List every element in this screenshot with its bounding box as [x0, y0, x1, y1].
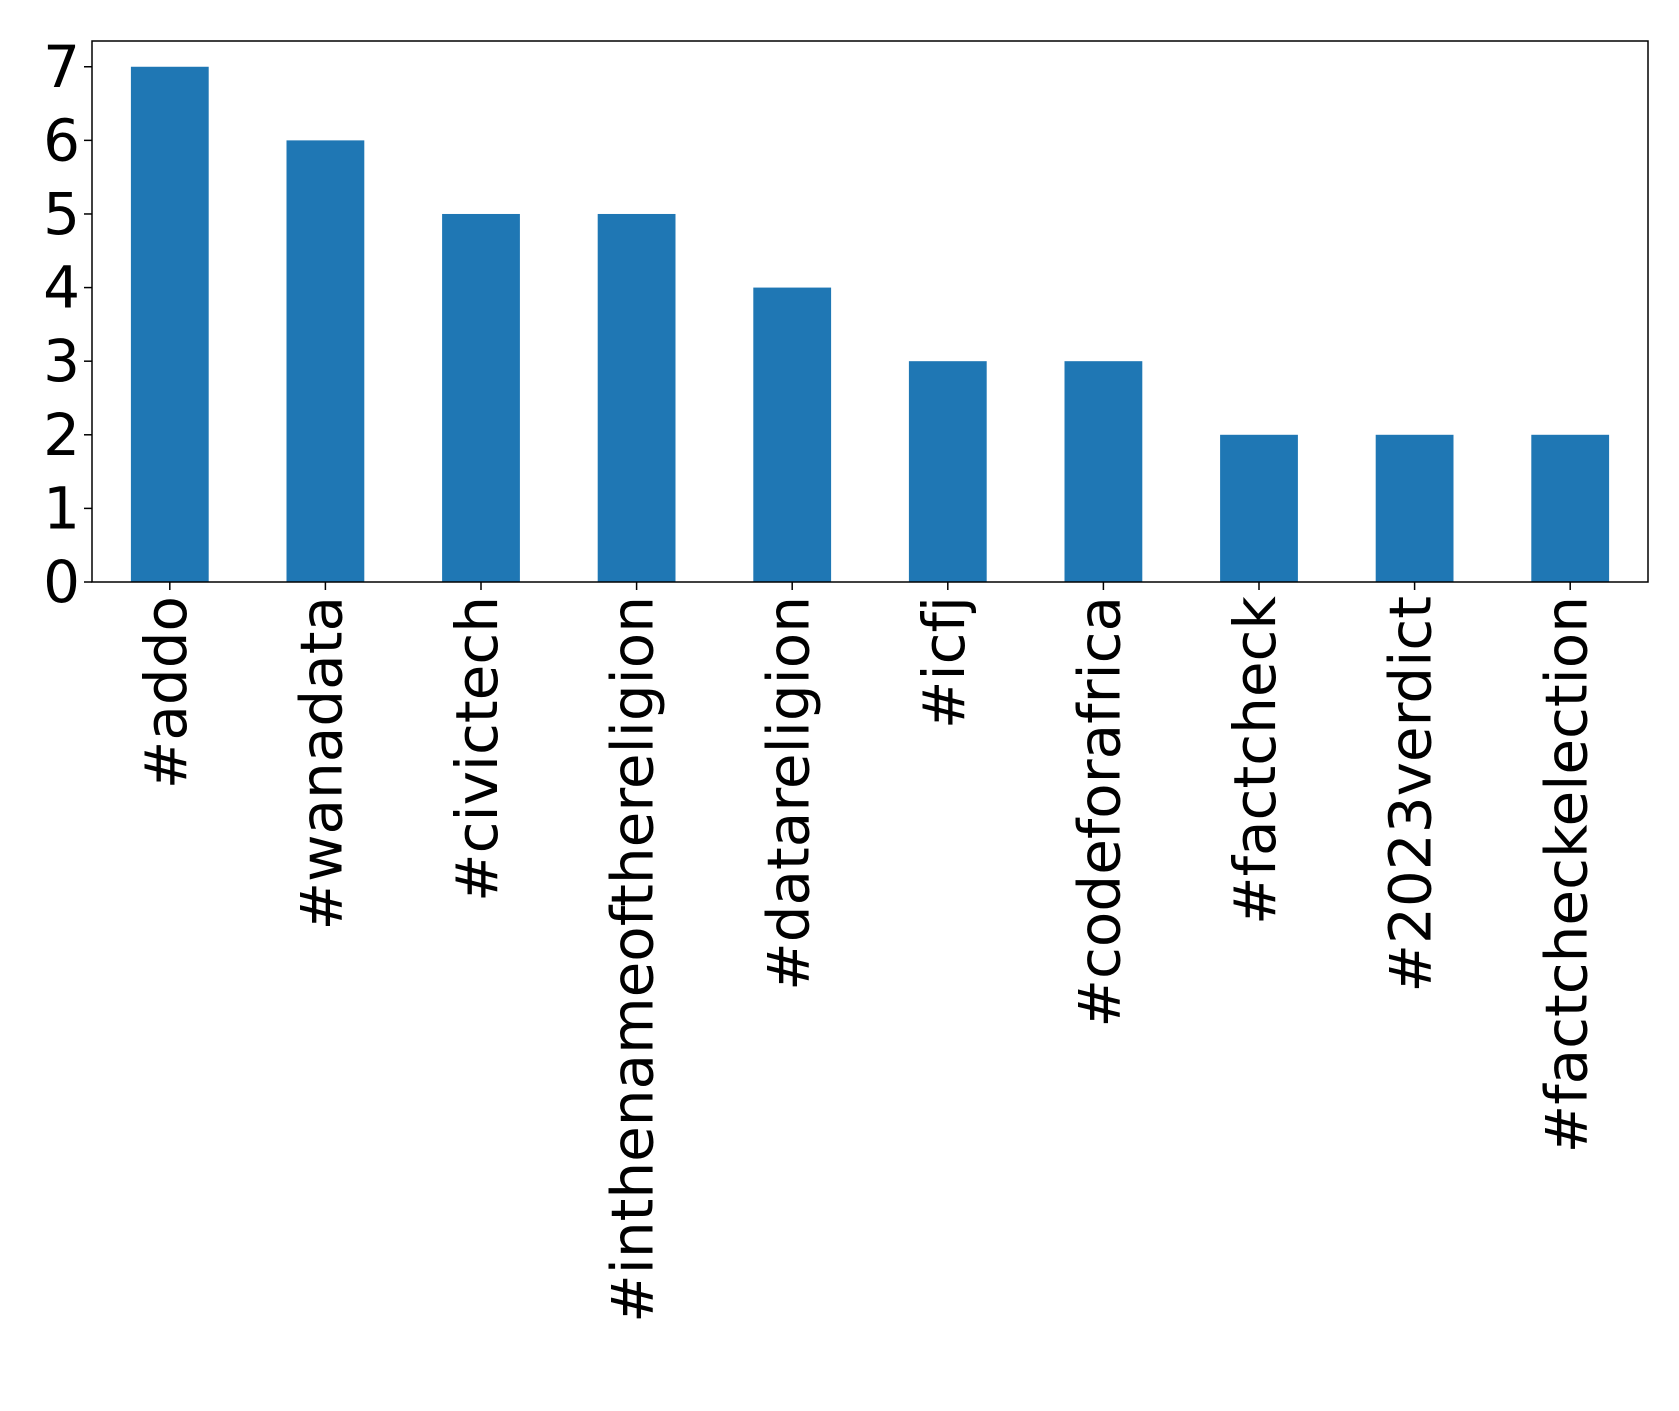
- plot-frame: [91, 40, 1649, 583]
- x-tick-label: #icfj: [910, 596, 978, 729]
- x-tick-label: #inthenameofthereligion: [599, 596, 667, 1323]
- bar: [286, 140, 365, 582]
- x-tick-label: #wanadata: [288, 596, 356, 931]
- y-tick-label: 3: [43, 327, 80, 395]
- x-tick-label: #codeforafrica: [1066, 596, 1134, 1028]
- y-tick-label: 5: [43, 180, 80, 248]
- bar: [908, 361, 987, 582]
- bar: [753, 287, 832, 582]
- y-tick-label: 2: [43, 401, 80, 469]
- x-tick-label: #factcheckelection: [1532, 596, 1600, 1153]
- y-tick-label: 1: [43, 474, 80, 542]
- x-tick-label: #addo: [132, 596, 200, 789]
- y-tick-label: 4: [43, 254, 80, 322]
- bar: [130, 66, 209, 582]
- x-tick-label: #civictech: [443, 596, 511, 902]
- bar: [1220, 434, 1298, 582]
- bar: [597, 213, 676, 583]
- bar: [1064, 361, 1143, 582]
- bar: [442, 213, 520, 583]
- x-tick-label: #factcheck: [1221, 596, 1289, 925]
- y-tick-label: 6: [43, 106, 80, 174]
- bar: [1375, 434, 1454, 582]
- y-tick-label: 7: [43, 33, 80, 101]
- x-tick-label: #2023verdict: [1377, 596, 1445, 993]
- bar: [1531, 434, 1610, 582]
- x-tick-label: #datareligion: [754, 596, 822, 991]
- y-tick-label: 0: [43, 548, 80, 616]
